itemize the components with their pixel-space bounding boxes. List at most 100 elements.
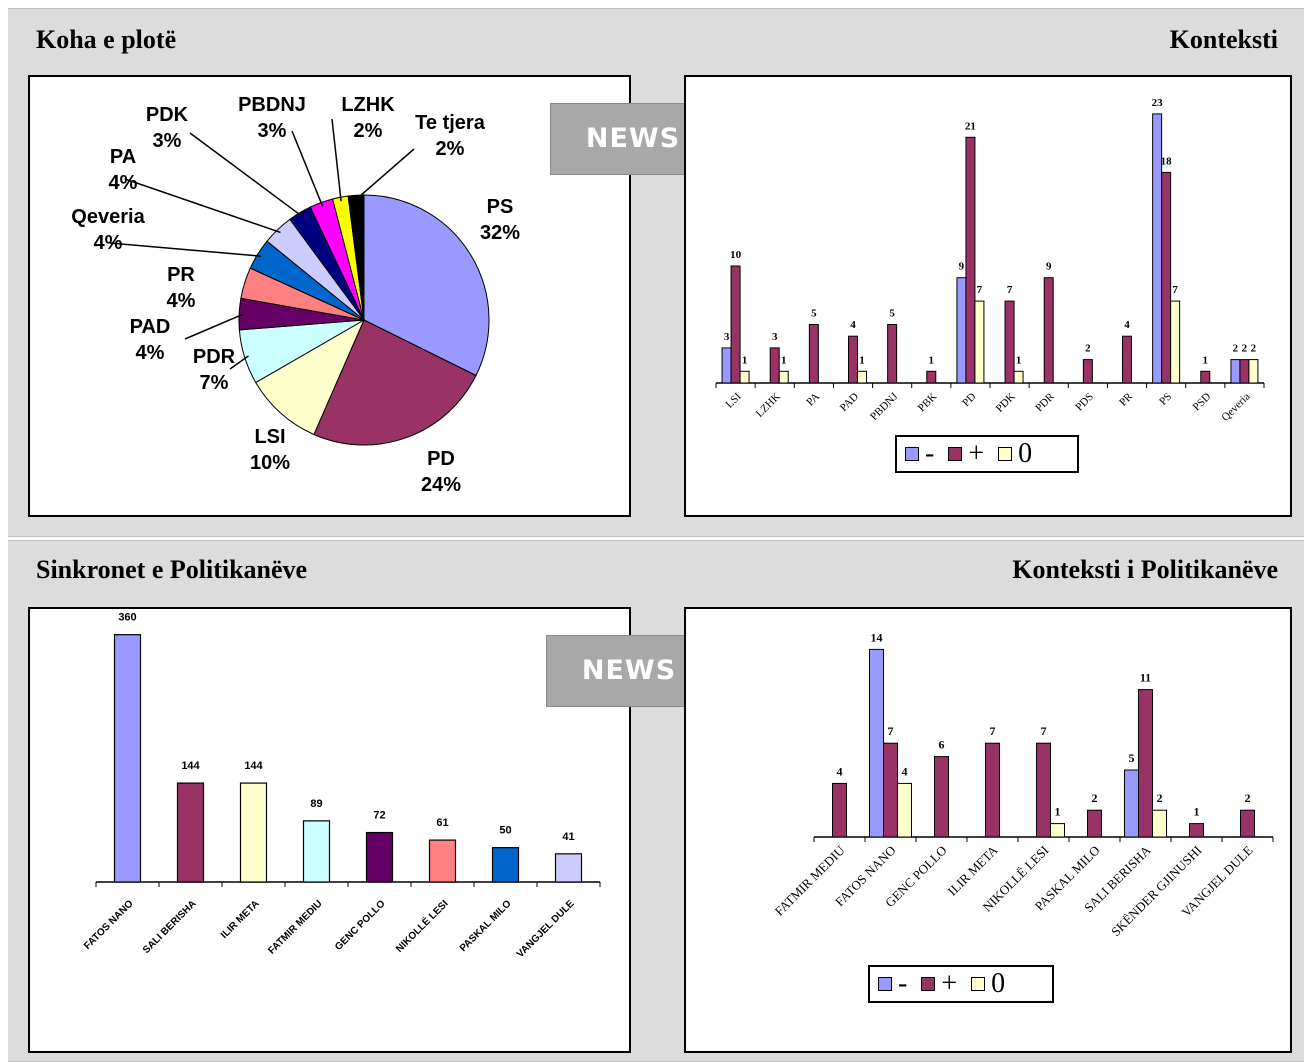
bar-pd-minus [956,277,967,384]
bar-value-label: 4 [902,764,908,778]
pie-pct-te-tjera: 2% [436,138,465,160]
pie-pct-pbdnj: 3% [258,120,287,142]
bar-psd-plus [1200,370,1211,384]
section-title-koha: Koha e plotë [36,25,177,54]
politicians-context-panel: 4 FATMIR MEDIU 14 7 4 FATOS NANO 6 GENC POLLO 7 I… [684,607,1292,1053]
legend-label-minus: - [898,968,908,999]
bar-value-label: 1 [1055,805,1061,819]
x-tick-label-ps: PS [1157,391,1174,408]
bar-value-label: 3 [772,331,778,343]
bar-value-label: 9 [959,261,965,273]
pie-label-pad: PAD [130,316,171,338]
bar-pdk-plus [1004,300,1015,384]
x-tick-label-lzhk: LZHK [754,391,783,420]
pie-leader-pad [184,313,244,340]
bar-value-label: 89 [310,798,322,810]
bar-value-label: 1 [1194,805,1200,819]
bar-fatos-nano-minus [869,648,884,838]
bar-paskal-milo-plus [1087,809,1102,838]
legend-item-minus: - [878,968,907,1000]
sync-chart-panel: 360 FATOS NANO 144 SALI BERISHA 144 ILIR META… [28,607,631,1053]
bar-value-label: 21 [965,120,976,132]
pie-leader-pdk [189,132,303,217]
bar-value-label: 5 [811,308,817,320]
legend-swatch-minus [878,977,892,991]
pie-pct-qeveria: 4% [94,232,123,254]
bar-value-label: 2 [1157,791,1163,805]
bar-value-label: 50 [499,825,511,837]
bar-value-label: 2 [1092,791,1098,805]
pie-leader-lzhk [331,118,342,202]
x-tick-label-fatmir-mediu: FATMIR MEDIU [266,898,324,956]
x-tick-label-qeveria: Qeveria [1219,391,1252,424]
bar-fatos-nano-plus [883,742,898,838]
bar-value-label: 2 [1245,791,1251,805]
bar-value-label: 6 [939,738,945,752]
bar-lsi-minus [721,347,732,384]
bar-value-label: 7 [1172,284,1178,296]
bar-vangjel-dule-plus [1240,809,1255,838]
bar-value-label: 360 [118,612,136,624]
legend-item-plus: + [921,968,957,1000]
pie-leader-te-tjera [355,148,415,200]
bar-value-label: 23 [1152,97,1164,109]
pie-pct-pad: 4% [136,342,165,364]
bar-nikoll-lesi-plus [1036,742,1051,838]
legend-swatch-zero [971,977,986,991]
bar-value-label: 72 [373,810,385,822]
legend-item-zero: 0 [971,968,1005,1000]
pie-leader-pa [124,178,281,234]
bar-genc-pollo [365,831,394,883]
bar-value-label: 7 [1007,284,1013,296]
bar-value-label: 10 [730,249,742,261]
bar-pbk-plus [926,370,937,384]
bar-value-label: 9 [1046,261,1052,273]
x-tick-label-pr: PR [1117,390,1135,408]
bar-ilir-meta [239,782,268,883]
pie-pct-lsi: 10% [250,452,290,474]
bar-value-label: 4 [837,764,843,778]
bar-pdr-plus [1043,277,1054,384]
bar-lsi-zero [739,370,750,384]
bar-value-label: 1 [781,354,787,366]
bar-value-label: 4 [1124,319,1130,331]
legend-item-plus: + [948,438,984,470]
bar-fatos-nano-zero [897,782,912,838]
pie-pct-pd: 24% [421,474,461,496]
bar-nikoll-lesi-zero [1050,823,1065,838]
x-tick-label-pds: PDS [1073,391,1096,414]
bar-lsi-plus [730,265,741,384]
bar-value-label: 1 [929,354,935,366]
bar-ps-minus [1152,113,1163,384]
bar-sali-berisha-zero [1152,809,1167,838]
bar-value-label: 7 [1041,724,1047,738]
x-tick-label-paskal-milo: PASKAL MILO [458,898,514,954]
bar-pds-plus [1082,359,1093,384]
context-bar-chart: 3101LSI31LZHK5PA41PAD5PBDNJ1PBK9217PD71P… [715,97,1265,424]
x-tick-label-psd: PSD [1191,391,1214,414]
x-tick-label-nikoll-lesi: NIKOLLË LESI [393,897,451,955]
pie-leader-qeveria [109,242,262,257]
bar-value-label: 1 [1016,354,1022,366]
x-tick-label-fatmir-mediu: FATMIR MEDIU [772,842,848,918]
x-tick-label-vangjel-dule: VANGJEL DULE [515,898,577,960]
bar-value-label: 5 [889,308,895,320]
pie-label-pbdnj: PBDNJ [238,94,306,116]
bar-sk-nder-gjinushi-plus [1189,823,1204,838]
pie-pct-pr: 4% [167,290,196,312]
bar-pdk-zero [1013,370,1024,384]
x-tick-label-pa: PA [804,391,822,409]
bar-value-label: 1 [742,354,748,366]
bar-value-label: 1 [1203,354,1209,366]
legend-swatch-zero [998,447,1013,461]
bar-lzhk-zero [778,370,789,384]
bar-pd-plus [965,136,976,384]
bar-value-label: 41 [562,831,574,843]
bar-value-label: 5 [1129,751,1135,765]
bar-pbdnj-plus [887,324,898,384]
section-title-sinkronet: Sinkronet e Politikanëve [36,555,308,584]
pie-label-te-tjera: Te tjera [415,112,486,134]
pie-pct-lzhk: 2% [354,120,383,142]
bar-qeveria-minus [1230,359,1241,384]
bar-nikoll-lesi [428,839,457,883]
